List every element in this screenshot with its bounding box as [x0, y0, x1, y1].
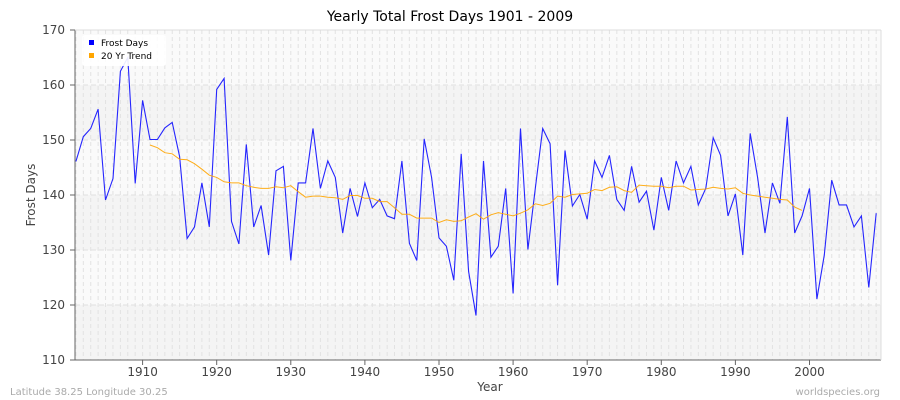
- x-tick-label: 2000: [794, 365, 825, 379]
- y-tick-label: 110: [42, 353, 65, 367]
- background-band: [75, 305, 881, 360]
- x-tick-label: 1940: [350, 365, 381, 379]
- x-tick-label: 1970: [572, 365, 603, 379]
- trend-line: [149, 144, 803, 224]
- y-tick-label: 170: [42, 23, 65, 37]
- background-band: [75, 195, 881, 250]
- x-tick-label: 1910: [127, 365, 158, 379]
- legend-swatch-trend: [89, 53, 94, 58]
- location-label: Latitude 38.25 Longitude 30.25: [10, 387, 168, 398]
- x-tick-label: 1960: [498, 365, 529, 379]
- frost-days-line: [75, 55, 877, 316]
- background-band: [75, 85, 881, 140]
- y-tick-label: 160: [42, 78, 65, 92]
- y-tick-label: 130: [42, 243, 65, 257]
- legend-swatch-frost-days: [89, 40, 94, 45]
- y-tick-label: 140: [42, 188, 65, 202]
- source-label: worldspecies.org: [796, 387, 880, 398]
- legend-label-trend: 20 Yr Trend: [101, 52, 152, 62]
- y-tick-label: 150: [42, 133, 65, 147]
- y-axis-label: Frost Days: [24, 164, 38, 227]
- x-tick-label: 1980: [646, 365, 677, 379]
- x-tick-label: 1920: [201, 365, 232, 379]
- series-lines: [75, 55, 877, 316]
- background-band: [75, 140, 881, 195]
- legend-box: [82, 35, 166, 66]
- x-axis-ticks: 1910 1920 1930 1940 1950 1960 1970 1980 1990 2000: [127, 360, 825, 379]
- legend: Frost Days 20 Yr Trend: [82, 35, 166, 66]
- y-tick-label: 120: [42, 298, 65, 312]
- x-tick-label: 1990: [720, 365, 751, 379]
- x-tick-label: 1930: [276, 365, 307, 379]
- x-axis-label: Year: [476, 380, 502, 394]
- y-axis-ticks: 110 120 130 140 150 160 170: [42, 23, 75, 367]
- background-band: [75, 30, 881, 85]
- x-tick-label: 1950: [424, 365, 455, 379]
- legend-label-frost-days: Frost Days: [101, 39, 148, 49]
- chart-title: Yearly Total Frost Days 1901 - 2009: [326, 9, 573, 25]
